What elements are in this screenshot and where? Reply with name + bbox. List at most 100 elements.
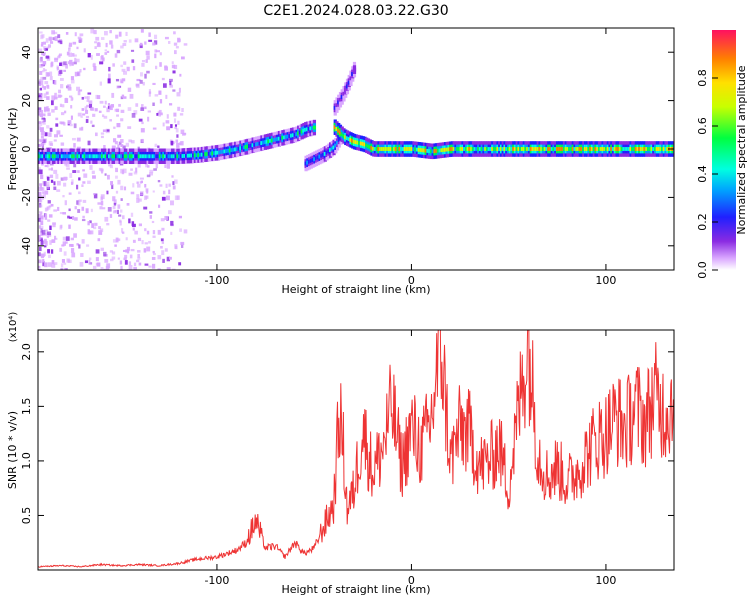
ridge-core — [499, 147, 504, 151]
ridge-core — [342, 91, 346, 96]
noise-speckle — [124, 260, 128, 265]
ridge-core — [102, 154, 106, 159]
ridge-core — [258, 141, 262, 146]
ridge-core — [136, 154, 140, 159]
ridge-core — [129, 154, 133, 159]
noise-speckle — [96, 53, 100, 56]
noise-speckle — [164, 66, 168, 71]
ridge-core — [213, 151, 217, 156]
noise-speckle — [120, 265, 123, 270]
noise-speckle — [180, 241, 185, 246]
noise-speckle — [170, 200, 174, 206]
ridge-core — [349, 76, 353, 81]
ridge-core — [87, 154, 91, 159]
noise-speckle — [108, 73, 111, 79]
ridge-core — [517, 147, 521, 151]
ridge-core — [71, 154, 75, 159]
ridge-core — [415, 147, 420, 152]
ridge-core — [144, 154, 148, 159]
noise-speckle — [128, 172, 133, 176]
noise-speckle — [76, 46, 79, 50]
noise-speckle — [60, 112, 65, 116]
ridge-core — [527, 147, 532, 151]
noise-speckle — [103, 115, 108, 119]
noise-speckle — [57, 40, 61, 43]
ridge-core — [179, 154, 183, 159]
ridge-core — [69, 154, 73, 159]
noise-speckle — [158, 113, 161, 117]
ridge-core — [391, 147, 395, 151]
ridge-core — [127, 154, 131, 159]
noise-speckle — [159, 52, 162, 56]
noise-speckle — [49, 146, 53, 150]
ridge-core — [74, 154, 78, 159]
noise-speckle — [117, 144, 120, 148]
noise-speckle — [162, 122, 165, 127]
noise-speckle — [50, 167, 54, 171]
ridge-core — [366, 144, 371, 149]
ridge-core — [283, 135, 287, 140]
ridge-core — [664, 147, 668, 151]
ridge-core — [297, 131, 301, 136]
noise-speckle — [42, 141, 46, 145]
noise-speckle — [92, 175, 96, 179]
noise-speckle — [102, 207, 106, 210]
noise-speckle — [44, 216, 48, 220]
ridge-core — [73, 154, 77, 159]
ridge-core — [604, 147, 609, 151]
noise-speckle — [55, 123, 59, 127]
noise-speckle — [44, 81, 49, 85]
noise-speckle — [157, 145, 160, 148]
noise-speckle — [39, 94, 43, 98]
noise-speckle — [73, 54, 77, 57]
ridge-core — [666, 147, 670, 151]
noise-speckle — [38, 138, 43, 142]
noise-speckle — [60, 40, 63, 45]
ridge-core — [412, 147, 416, 152]
ridge-core — [650, 147, 654, 151]
ridge-core — [569, 147, 574, 151]
noise-speckle — [44, 107, 47, 113]
ridge-core — [53, 154, 57, 159]
noise-speckle — [120, 80, 124, 84]
noise-speckle — [165, 195, 170, 201]
ridge-core — [449, 147, 453, 152]
noise-speckle — [161, 227, 165, 231]
noise-speckle — [77, 170, 80, 173]
ridge-core — [95, 154, 99, 159]
noise-speckle — [120, 109, 125, 113]
noise-speckle — [70, 79, 75, 84]
noise-speckle — [109, 119, 112, 122]
noise-speckle — [63, 262, 67, 265]
noise-speckle — [107, 78, 111, 84]
ridge-core — [513, 147, 518, 151]
noise-speckle — [54, 134, 58, 138]
noise-speckle — [120, 45, 124, 49]
noise-speckle — [121, 215, 125, 220]
noise-speckle — [160, 218, 165, 222]
noise-speckle — [148, 39, 153, 42]
ridge-core — [561, 147, 565, 151]
noise-speckle — [99, 168, 104, 172]
ridge-core — [443, 147, 448, 152]
ridge-core — [232, 147, 236, 152]
noise-speckle — [108, 66, 111, 72]
noise-speckle — [47, 206, 51, 210]
noise-speckle — [41, 229, 46, 235]
spectrogram-y-tick-label: -20 — [20, 188, 33, 206]
noise-speckle — [154, 34, 158, 40]
noise-speckle — [77, 209, 81, 213]
noise-speckle — [157, 255, 162, 260]
noise-speckle — [38, 126, 41, 131]
ridge-core — [624, 147, 628, 151]
ridge-core — [277, 136, 282, 141]
noise-speckle — [106, 263, 111, 269]
snr-line — [38, 330, 674, 568]
noise-speckle — [118, 141, 122, 146]
noise-speckle — [115, 167, 118, 173]
noise-speckle — [179, 228, 182, 232]
noise-speckle — [65, 241, 68, 244]
noise-speckle — [96, 95, 101, 100]
noise-speckle — [49, 76, 53, 81]
ridge-core — [641, 147, 645, 151]
